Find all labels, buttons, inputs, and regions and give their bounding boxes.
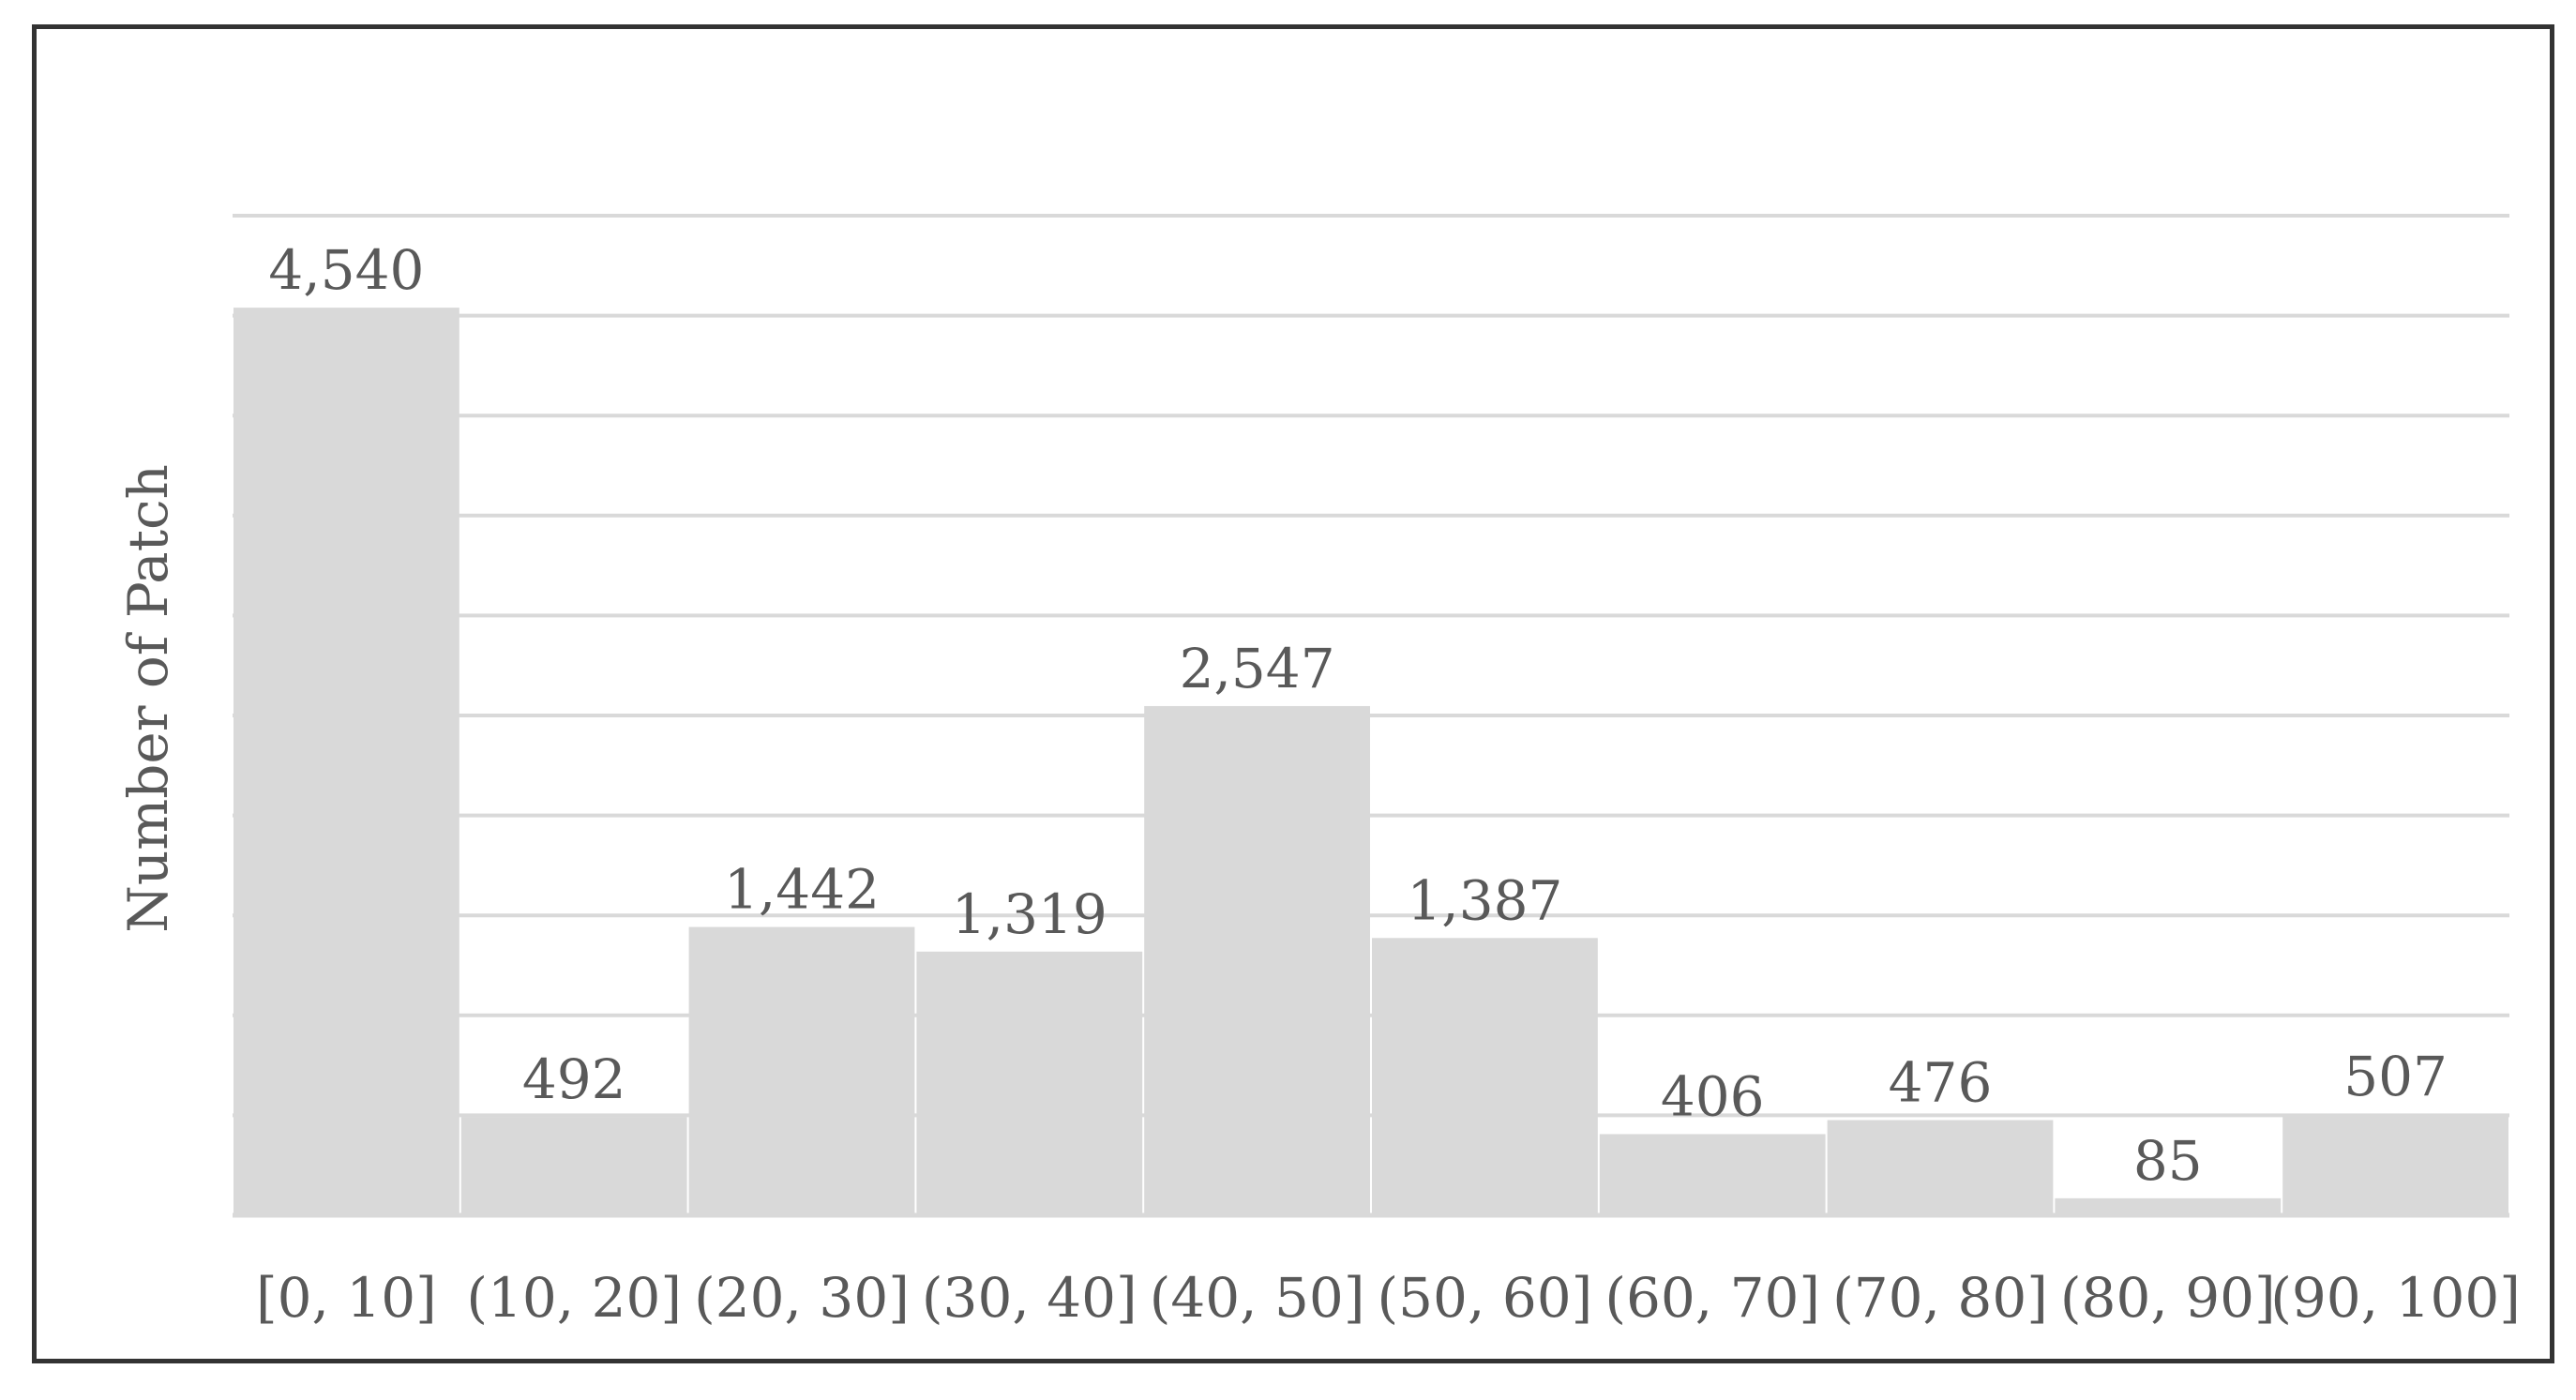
bar [2282,1113,2508,1215]
bars [233,308,2508,1215]
bar [916,951,1143,1215]
x-tick-label: (60, 70] [1604,1266,1820,1330]
bar [233,308,459,1215]
x-tick-label: (20, 30] [694,1266,910,1330]
bar [1599,1134,1826,1215]
x-tick-label: [0, 10] [256,1266,437,1330]
chart-frame [32,24,2554,1363]
data-label: 406 [1661,1064,1765,1128]
bar [460,1117,687,1215]
data-label: 1,387 [1407,868,1562,932]
x-tick-labels: [0, 10] (10, 20] (20, 30] (30, 40] (40, 50](… [256,1266,2521,1330]
data-label: 492 [522,1047,626,1111]
data-label: 2,547 [1180,637,1335,700]
data-label: 476 [1889,1051,1993,1115]
data-label: 507 [2343,1045,2448,1108]
x-tick-label: (30, 40] [922,1266,1137,1330]
data-label: 4,540 [268,238,424,302]
data-labels: 4,540 492 1,442 1,319 2,547 1,387 406 476 85 507 [268,238,2448,1193]
x-tick-label: (40, 50] [1150,1266,1365,1330]
data-label: 85 [2133,1129,2203,1193]
x-tick-label: (90, 100] [2270,1266,2521,1330]
bar [1827,1120,2054,1215]
data-label: 1,442 [724,858,880,922]
x-tick-label: (50, 60] [1378,1266,1593,1330]
bar [1144,705,1370,1215]
x-tick-label: (70, 80] [1832,1266,2048,1330]
bar [688,926,915,1215]
gridlines [233,214,2509,1118]
bar [1372,938,1598,1215]
x-tick-label: (80, 90] [2060,1266,2276,1330]
x-tick-label: (10, 20] [466,1266,682,1330]
data-label: 1,319 [952,882,1107,946]
y-axis-label: Number of Patch [116,464,180,933]
bar [2055,1197,2282,1215]
